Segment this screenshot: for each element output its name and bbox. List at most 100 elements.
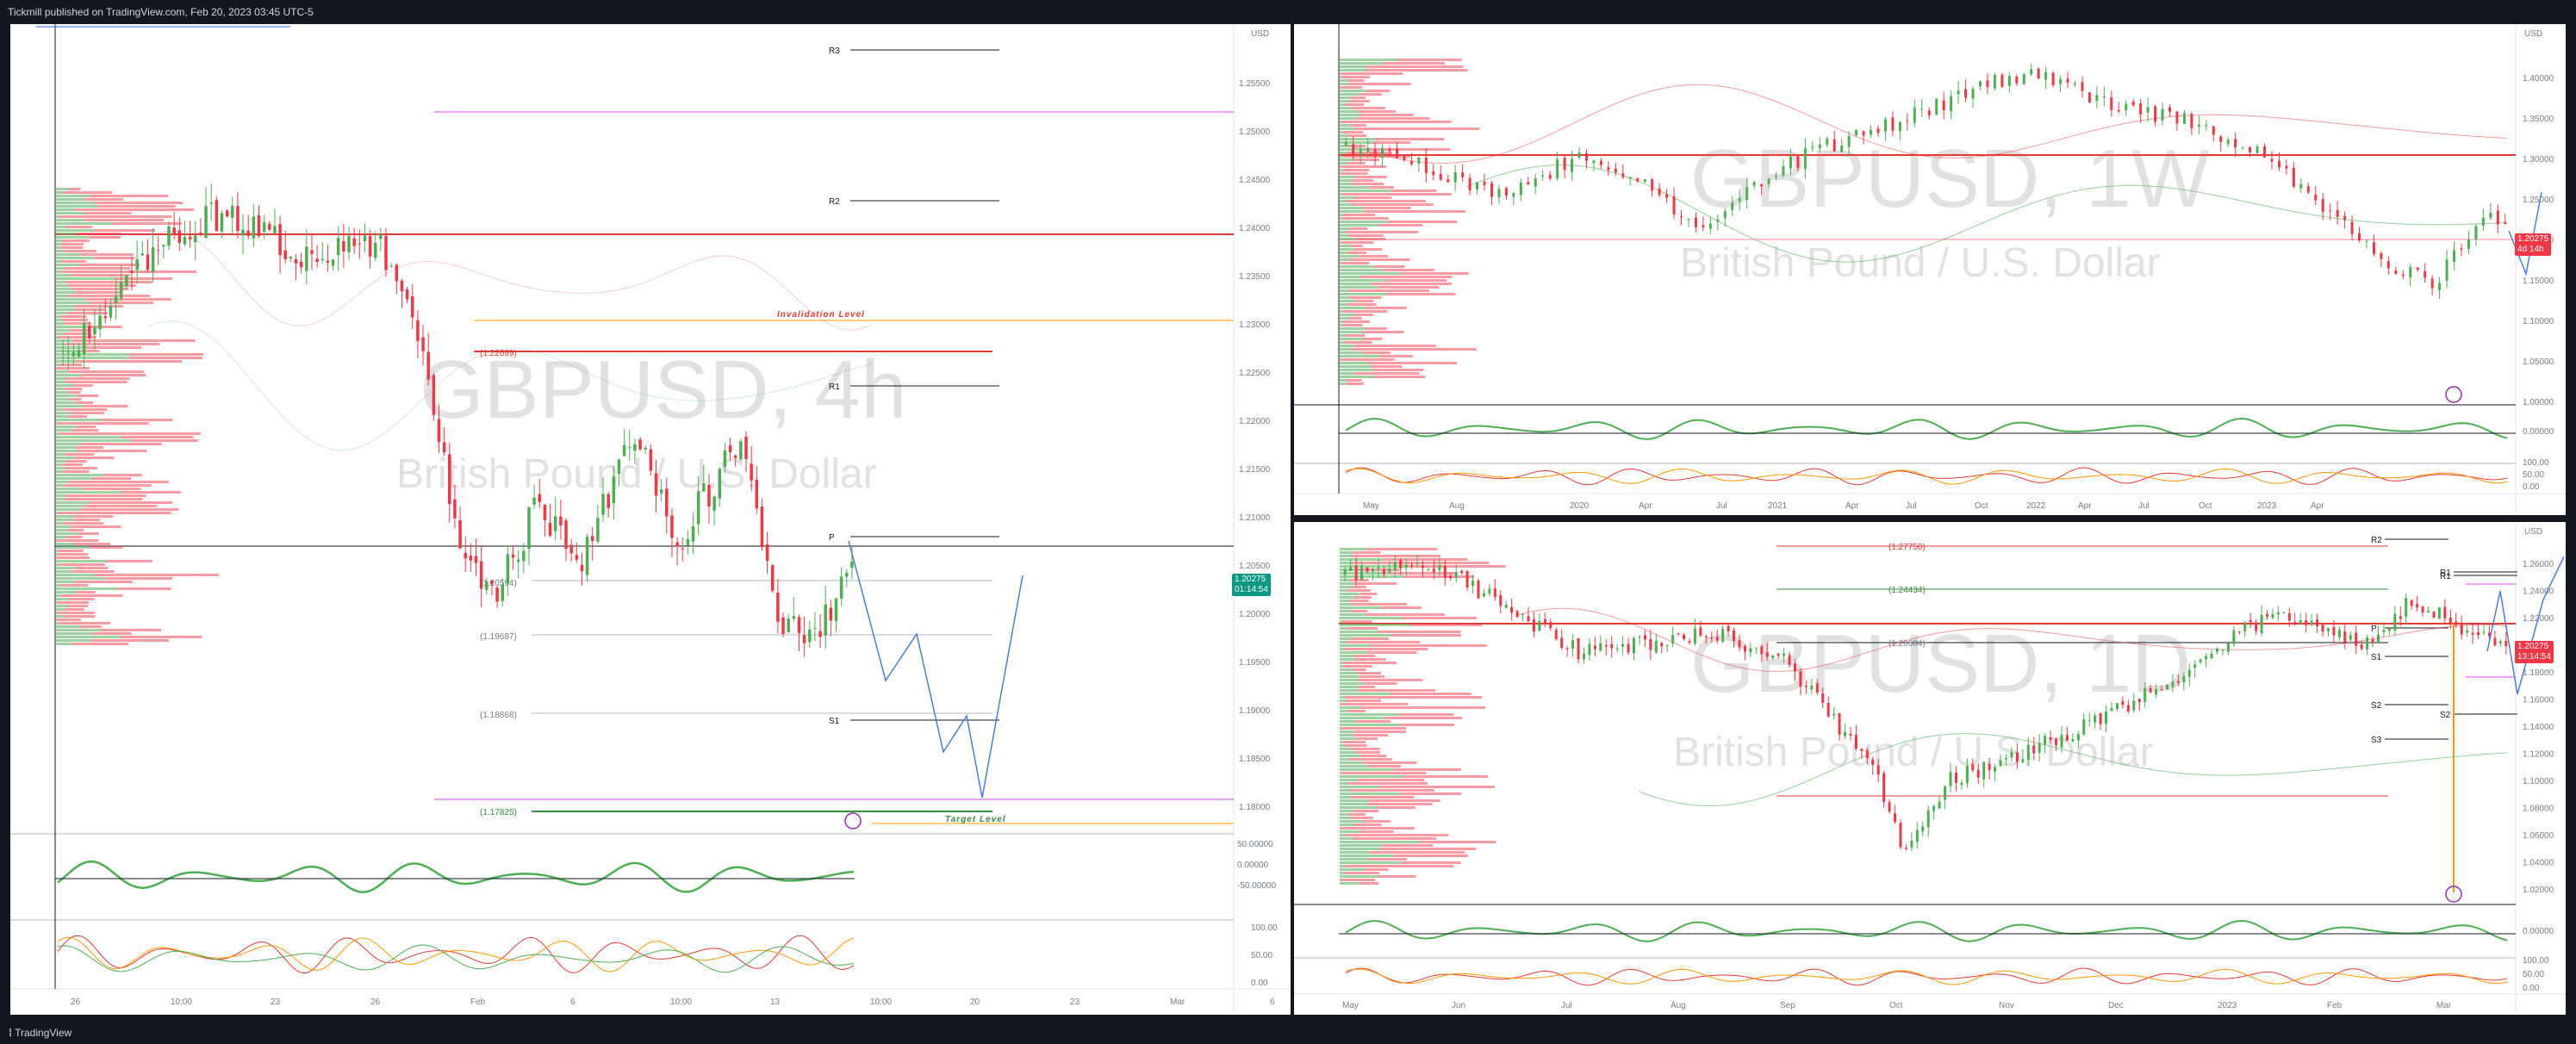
left-vol-down: [91, 632, 132, 635]
left-candle: [839, 576, 843, 599]
left-candle: [426, 351, 430, 380]
left-vol-down: [128, 353, 204, 356]
tr-candle: [2358, 233, 2361, 241]
br-candle: [1894, 813, 1897, 823]
tr-vol-up: [1340, 131, 1343, 134]
br-candle: [1643, 635, 1646, 640]
left-vol-up: [56, 250, 63, 252]
tr-candle: [2481, 217, 2485, 227]
tr-candle: [1584, 152, 1588, 161]
tr-vol-up: [1340, 196, 1354, 199]
left-vol-down: [68, 284, 136, 287]
chart-canvas-4h[interactable]: USD 1.25500 1.25000 1.24500 1.24000 1.23500 1.…: [10, 24, 1291, 1015]
br-vol-up: [1340, 713, 1399, 716]
br-vol-down: [1384, 717, 1462, 719]
tr-candle: [1680, 216, 1683, 218]
left-candle: [601, 494, 605, 515]
trend-line: [1517, 607, 2508, 672]
tr-vol-down: [1343, 341, 1372, 344]
br-vol-down: [1400, 724, 1455, 726]
tr-vol-up: [1340, 90, 1366, 92]
br-candle: [1588, 643, 1591, 656]
tr-vol-down: [1348, 317, 1362, 320]
br-vol-up: [1340, 579, 1350, 581]
stoch-tick: 100.00: [2523, 956, 2549, 966]
left-vol-up: [56, 450, 77, 452]
tr-vol-down: [1342, 131, 1363, 134]
br-vol-up: [1340, 672, 1357, 674]
countdown-value: 4d 14h: [2517, 245, 2544, 254]
br-candle: [1826, 703, 1830, 717]
br-candle: [1849, 733, 1852, 736]
br-vol-up: [1340, 620, 1342, 623]
currency-label: USD: [2524, 29, 2542, 39]
left-vol-down: [79, 253, 134, 256]
left-vol-down: [59, 270, 196, 273]
tr-candle: [1556, 158, 1559, 178]
left-vol-down: [68, 598, 95, 600]
chart-panel-4h[interactable]: GBPUSD, 4h British Pound / U.S. Dollar U…: [10, 24, 1291, 1015]
tr-candle: [2175, 111, 2179, 124]
chart-panel-1d[interactable]: GBPUSD, 1D British Pound / U.S. Dollar U…: [1294, 522, 2566, 1015]
price-tick: 1.19000: [1239, 706, 1271, 716]
trend-line: [1465, 165, 2508, 263]
br-candle: [1999, 760, 2002, 767]
br-candle: [2455, 621, 2458, 625]
br-candle: [1343, 569, 1347, 575]
br-vol-down: [1403, 775, 1488, 778]
price-tick: 1.16000: [2523, 696, 2554, 705]
tr-vol-up: [1340, 134, 1347, 137]
price-tick: 1.10000: [2523, 317, 2554, 326]
br-candle: [1477, 581, 1480, 599]
br-candle: [2305, 619, 2308, 625]
left-candle: [813, 628, 817, 630]
br-candle: [1915, 830, 1919, 842]
tr-candle: [1548, 174, 1552, 179]
left-candle: [347, 235, 351, 252]
br-candle: [1788, 655, 1791, 665]
left-candle: [66, 351, 70, 353]
left-candle: [363, 235, 367, 241]
left-candle: [262, 222, 266, 233]
left-vol-down: [68, 188, 81, 190]
left-vol-down: [84, 346, 142, 349]
left-candle: [416, 320, 420, 341]
br-vol-up: [1340, 775, 1403, 778]
left-candle: [659, 489, 663, 494]
chart-canvas-1d[interactable]: USD1.260001.240001.220001.200001.180001.…: [1294, 522, 2566, 1015]
br-vol-down: [1341, 727, 1407, 730]
left-vol-down: [65, 377, 130, 380]
tr-vol-up: [1340, 331, 1362, 333]
tr-candle: [1614, 168, 1617, 173]
tr-vol-down: [1372, 369, 1424, 371]
date-tick: Jul: [1906, 501, 1917, 511]
br-candle: [1954, 772, 1957, 783]
br-vol-down: [1353, 551, 1381, 554]
br-vol-up: [1340, 786, 1378, 788]
tr-candle: [1883, 119, 1887, 132]
left-vol-down: [82, 488, 141, 490]
tr-vol-down: [1346, 379, 1362, 382]
date-tick: 10:00: [670, 997, 692, 1007]
left-vol-down: [103, 474, 142, 476]
tr-candle: [2401, 274, 2405, 277]
br-candle: [2387, 628, 2391, 631]
chart-panel-1w[interactable]: GBPUSD, 1W British Pound / U.S. Dollar U…: [1294, 24, 2566, 515]
br-vol-up: [1340, 868, 1365, 871]
left-vol-up: [56, 336, 59, 339]
tr-candle: [2453, 250, 2456, 262]
tradingview-logo[interactable]: ⁞ TradingView: [9, 1027, 72, 1039]
chart-canvas-1w[interactable]: USD1.400001.350001.300001.250001.200001.…: [1294, 24, 2566, 515]
br-candle: [1699, 627, 1702, 636]
br-candle: [2437, 607, 2441, 619]
left-vol-down: [70, 570, 115, 573]
price-tick: 1.22000: [1239, 417, 1271, 426]
br-candle: [1910, 840, 1913, 848]
date-tick: Sep: [1780, 1001, 1795, 1010]
date-tick: 20: [970, 997, 980, 1007]
left-vol-down: [83, 405, 128, 407]
tr-vol-down: [1347, 79, 1365, 82]
left-vol-down: [56, 618, 81, 621]
tr-vol-up: [1340, 362, 1367, 364]
tr-vol-up: [1340, 79, 1348, 82]
